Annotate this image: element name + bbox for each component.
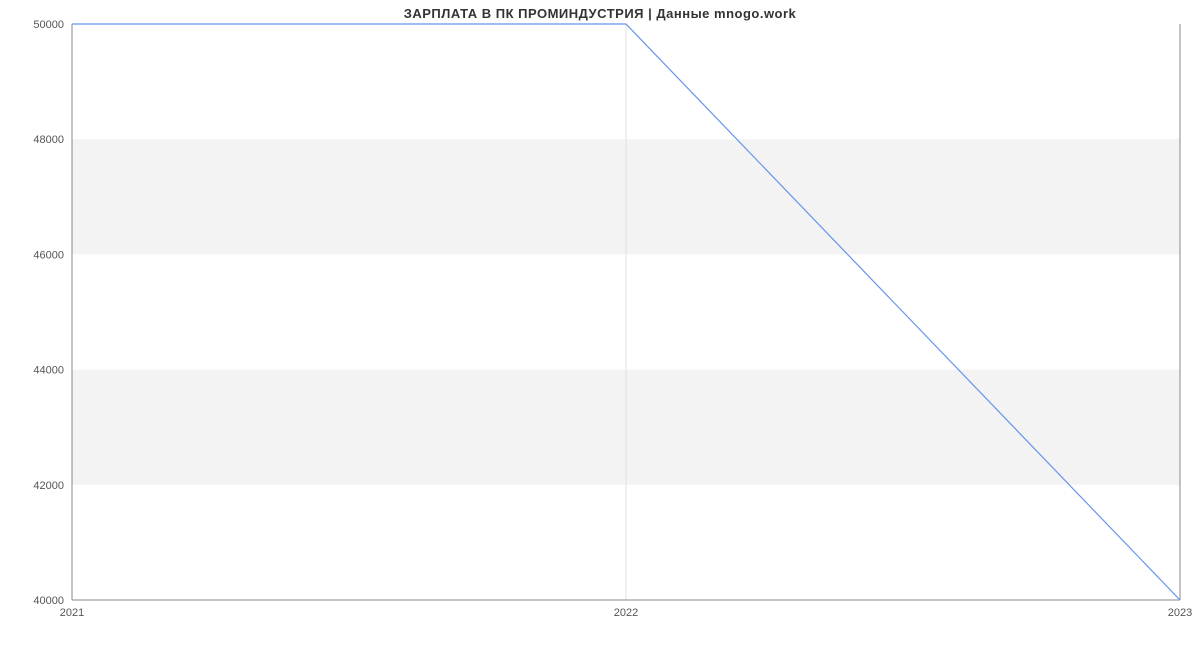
y-tick-label: 40000 [33, 595, 64, 607]
y-tick-label: 42000 [33, 480, 64, 492]
y-tick-label: 48000 [33, 134, 64, 146]
y-tick-label: 46000 [33, 249, 64, 261]
chart-svg: 40000 42000 44000 46000 48000 50000 2021 2022 20… [0, 0, 1200, 650]
x-tick-label: 2021 [60, 607, 84, 619]
y-tick-label: 44000 [33, 365, 64, 377]
x-tick-label: 2022 [614, 607, 638, 619]
y-tick-label: 50000 [33, 19, 64, 31]
salary-chart: ЗАРПЛАТА В ПК ПРОМИНДУСТРИЯ | Данные mno… [0, 0, 1200, 650]
x-tick-label: 2023 [1168, 607, 1192, 619]
